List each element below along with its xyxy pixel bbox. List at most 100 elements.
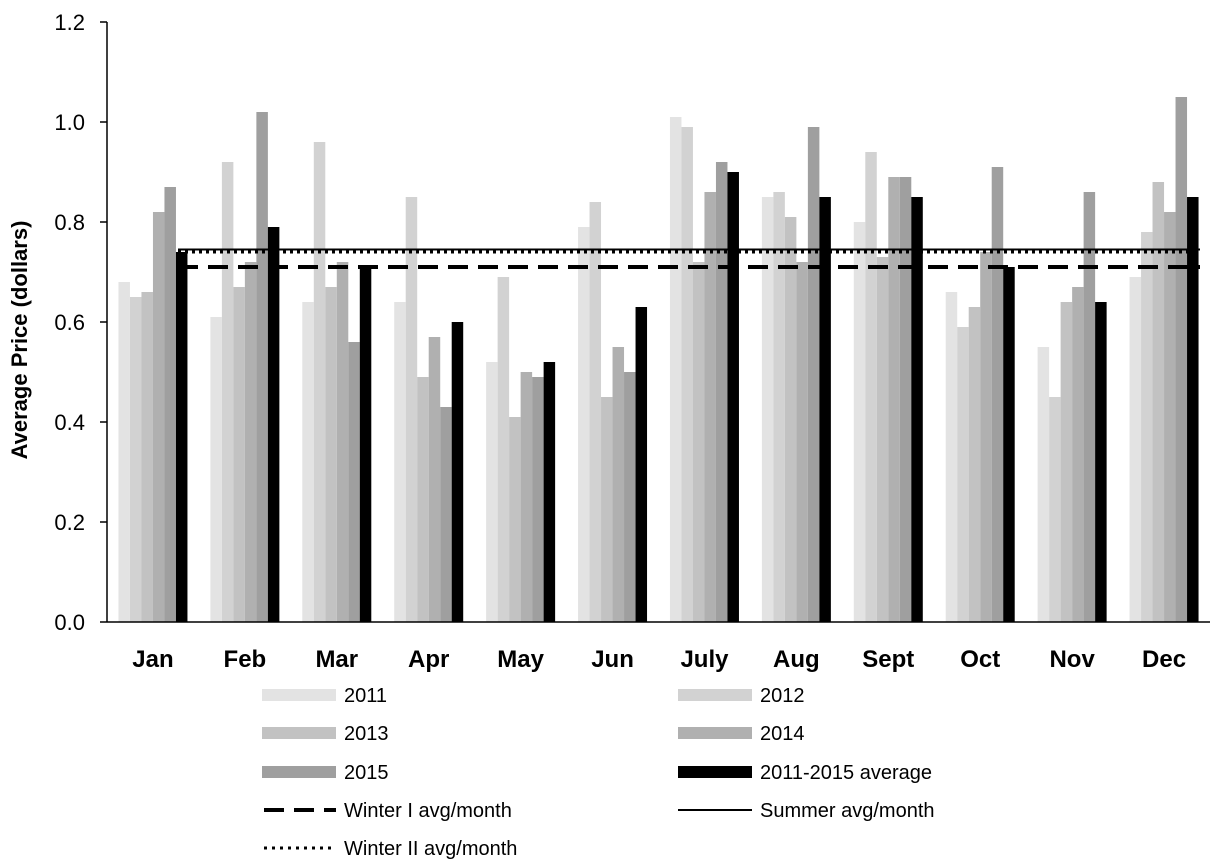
bar-2011-mar — [302, 302, 314, 622]
legend-label: Winter II avg/month — [344, 838, 517, 860]
bar-2014-july — [704, 192, 716, 622]
bar-2012-mar — [313, 142, 326, 622]
bar-2013-oct — [968, 307, 981, 622]
legend-swatch — [262, 727, 336, 739]
bar-2012-dec — [1141, 232, 1153, 622]
bar-2011-2015-average-mar — [359, 267, 372, 622]
x-tick-label: Dec — [1142, 646, 1186, 673]
x-tick-label: Apr — [408, 646, 449, 673]
bar-2015-oct — [991, 167, 1004, 622]
bar-2014-mar — [336, 262, 349, 622]
bar-2013-mar — [325, 287, 337, 622]
bar-2011-sept — [853, 222, 866, 622]
bar-2014-apr — [428, 337, 441, 622]
bar-2014-dec — [1164, 212, 1176, 622]
bar-2011-2015-average-jan — [175, 252, 188, 622]
bar-2013-sept — [876, 257, 889, 622]
bar-2013-apr — [417, 377, 429, 622]
y-tick-label: 1.0 — [54, 110, 85, 135]
bar-2015-dec — [1175, 97, 1188, 622]
x-tick-label: Sept — [862, 646, 914, 673]
bar-2011-2015-average-jun — [635, 307, 648, 622]
legend-label: 2014 — [760, 723, 805, 745]
y-tick-label: 0.4 — [54, 410, 85, 435]
bar-2014-sept — [888, 177, 900, 622]
bar-2012-may — [497, 277, 510, 622]
bar-2015-apr — [440, 407, 452, 622]
bar-2011-oct — [945, 292, 958, 622]
bar-2011-2015-average-sept — [911, 197, 923, 622]
y-tick-label: 0.2 — [54, 510, 85, 535]
bar-2012-oct — [957, 327, 969, 622]
bar-2012-sept — [865, 152, 877, 622]
bar-2011-2015-average-july — [727, 172, 739, 622]
bar-2013-may — [509, 417, 521, 622]
bar-2011-may — [486, 362, 498, 622]
legend-swatch — [262, 689, 336, 701]
legend-label: 2011 — [344, 685, 387, 707]
bar-2015-may — [532, 377, 544, 622]
legend-swatch — [678, 689, 752, 701]
bar-2012-feb — [221, 162, 234, 622]
x-tick-label: Nov — [1049, 646, 1095, 673]
bar-2013-dec — [1152, 182, 1165, 622]
bar-2014-may — [520, 372, 533, 622]
legend-swatch — [678, 766, 752, 778]
bar-2015-mar — [348, 342, 360, 622]
x-tick-label: Feb — [224, 646, 267, 673]
x-tick-label: Oct — [960, 646, 1000, 673]
bar-2013-jan — [141, 292, 153, 622]
x-tick-label: Aug — [773, 646, 820, 673]
legend-swatch — [678, 727, 752, 739]
bar-2013-july — [692, 262, 705, 622]
bar-2012-aug — [773, 192, 785, 622]
legend-label: 2012 — [760, 685, 805, 707]
bar-2011-aug — [761, 197, 774, 622]
legend-label: Winter I avg/month — [344, 800, 512, 822]
bar-2014-oct — [980, 252, 992, 622]
bar-2015-sept — [899, 177, 912, 622]
legend-label: Summer avg/month — [760, 800, 935, 822]
bar-2012-july — [681, 127, 693, 622]
legend-label: 2011-2015 average — [760, 762, 932, 784]
bar-2013-aug — [784, 217, 797, 622]
bar-2011-dec — [1129, 277, 1142, 622]
bar-2011-apr — [394, 302, 406, 622]
bar-2011-jan — [118, 282, 130, 622]
bar-2011-2015-average-dec — [1187, 197, 1199, 622]
bar-2014-nov — [1072, 287, 1084, 622]
bar-2011-july — [669, 117, 682, 622]
bar-2015-aug — [807, 127, 820, 622]
bar-2011-nov — [1037, 347, 1050, 622]
bar-2015-jan — [164, 187, 176, 622]
bar-2011-2015-average-oct — [1003, 267, 1015, 622]
legend-label: 2013 — [344, 723, 389, 745]
y-tick-label: 0.6 — [54, 310, 85, 335]
bar-2011-2015-average-nov — [1095, 302, 1107, 622]
bar-2014-jan — [152, 212, 165, 622]
y-tick-label: 0.0 — [54, 610, 85, 635]
y-tick-label: 1.2 — [54, 10, 85, 35]
x-tick-label: July — [680, 646, 729, 673]
bar-2014-feb — [244, 262, 257, 622]
x-tick-label: Mar — [315, 646, 358, 673]
bar-2015-july — [715, 162, 728, 622]
bar-2011-2015-average-feb — [267, 227, 280, 622]
bar-2015-jun — [624, 372, 636, 622]
legend-swatch — [262, 766, 336, 778]
bar-2012-nov — [1049, 397, 1061, 622]
bar-2011-2015-average-aug — [819, 197, 831, 622]
x-tick-label: May — [497, 646, 544, 673]
bar-2015-nov — [1083, 192, 1096, 622]
bar-2014-jun — [612, 347, 625, 622]
bar-2014-aug — [796, 262, 808, 622]
y-tick-label: 0.8 — [54, 210, 85, 235]
bar-2013-nov — [1060, 302, 1073, 622]
bar-2012-jun — [589, 202, 602, 622]
bar-2012-apr — [405, 197, 418, 622]
bar-2013-jun — [601, 397, 613, 622]
x-tick-label: Jan — [132, 646, 173, 673]
bar-2012-jan — [129, 297, 142, 622]
